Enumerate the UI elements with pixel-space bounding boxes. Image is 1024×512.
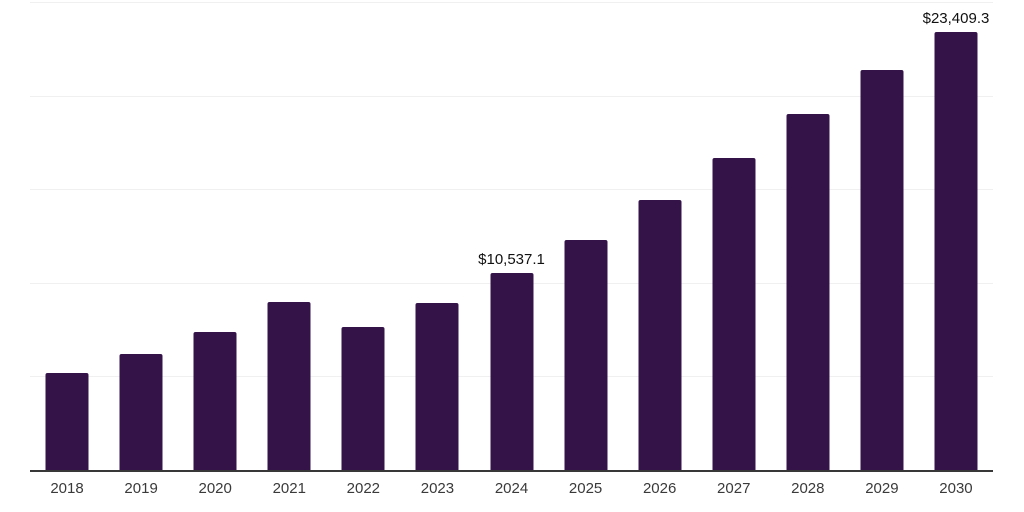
x-tick-label-2027: 2027: [717, 480, 751, 497]
x-tick-label-2024: 2024: [494, 480, 529, 497]
bar-2020: [193, 331, 237, 470]
x-tick-label-2026: 2026: [642, 480, 677, 497]
gridline-20000: [30, 95, 993, 97]
bar-2030: [934, 31, 978, 470]
bar-2027: [712, 157, 756, 470]
bar-2021: [267, 301, 311, 470]
gridline-15000: [30, 189, 993, 191]
bar-2019: [119, 353, 163, 470]
bar-2022: [341, 326, 385, 470]
bars-container: $10,537.1 $23,409.3: [30, 2, 993, 470]
bar-2029: [860, 70, 904, 470]
x-tick-label-2020: 2020: [198, 480, 232, 497]
bar-2028: [786, 113, 830, 470]
bar-2025: [564, 240, 608, 470]
x-axis-labels: 2018 2019 2020 2021 2022 2023 2024 2025 2026 2027…: [30, 480, 993, 497]
x-tick-label-2025: 2025: [568, 480, 603, 497]
x-tick-label-2021: 2021: [272, 480, 306, 497]
bar-band-2019: [104, 2, 178, 470]
bar-band-2025: [549, 2, 623, 470]
bar-2023: [415, 302, 459, 470]
plot-area: $10,537.1 $23,409.3: [30, 2, 993, 472]
bar-band-2018: [30, 2, 104, 470]
x-tick-label-2030: 2030: [939, 480, 973, 497]
x-tick-label-2022: 2022: [346, 480, 381, 497]
bar-band-2021: [252, 2, 326, 470]
x-tick-label-2018: 2018: [50, 480, 84, 497]
x-tick-label-2023: 2023: [420, 480, 455, 497]
x-tick-label-2019: 2019: [124, 480, 158, 497]
bar-band-2020: [178, 2, 252, 470]
x-tick-label-2028: 2028: [791, 480, 825, 497]
x-tick-label-2029: 2029: [865, 480, 899, 497]
bar-band-2028: [771, 2, 845, 470]
bar-band-2026: [623, 2, 697, 470]
bar-2026: [638, 200, 682, 470]
bar-band-2027: [697, 2, 771, 470]
bar-band-2024: $10,537.1: [474, 2, 548, 470]
bar-2024: [490, 272, 533, 470]
bar-2018: [45, 373, 89, 470]
data-label-2030: $23,409.3: [922, 9, 990, 27]
bar-band-2029: [845, 2, 919, 470]
bar-band-2023: [400, 2, 474, 470]
data-label-2024: $10,537.1: [478, 250, 545, 268]
bar-band-2030: $23,409.3: [919, 2, 993, 470]
gridline-25000: [30, 2, 993, 3]
bar-band-2022: [326, 2, 400, 470]
